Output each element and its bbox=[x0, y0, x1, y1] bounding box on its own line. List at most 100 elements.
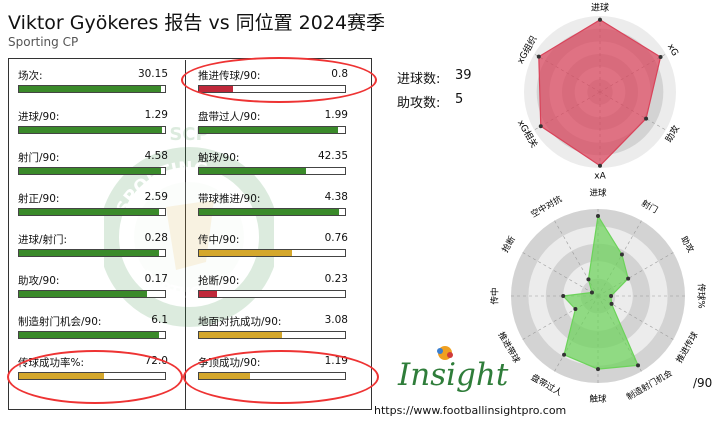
radar-axis-label: 传球% bbox=[696, 283, 707, 308]
radar-axis-label: 射门 bbox=[639, 198, 659, 216]
radar-point bbox=[598, 163, 602, 168]
stat-value: 2.59 bbox=[144, 191, 168, 203]
radar-point bbox=[609, 294, 614, 298]
stat-bar-fill bbox=[199, 209, 340, 215]
stat-row: 射门/90: 4.58 bbox=[18, 150, 170, 180]
stat-bar bbox=[198, 331, 346, 339]
radar-point bbox=[626, 276, 631, 281]
stat-bar-fill bbox=[19, 86, 161, 92]
goals-summary: 进球数: 39 bbox=[397, 68, 472, 87]
stat-label: 盘带过人/90: bbox=[198, 111, 261, 123]
stat-label: 制造射门机会/90: bbox=[18, 316, 102, 328]
radar-axis-label: 空中对抗 bbox=[529, 193, 564, 220]
stat-label: 抢断/90: bbox=[198, 275, 240, 287]
stat-row: 传中/90: 0.76 bbox=[198, 232, 350, 262]
stat-bar bbox=[18, 331, 166, 339]
highlight-ring bbox=[7, 350, 183, 404]
stat-row: 地面对抗成功/90: 3.08 bbox=[198, 314, 350, 344]
radar-point bbox=[589, 290, 594, 295]
stat-bar bbox=[18, 208, 166, 216]
stat-bar-fill bbox=[199, 168, 306, 174]
goals-value: 39 bbox=[455, 68, 472, 83]
website-link[interactable]: https://www.footballinsightpro.com bbox=[374, 404, 567, 417]
stat-label: 射门/90: bbox=[18, 152, 60, 164]
radar-point bbox=[609, 301, 614, 306]
stat-label: 传中/90: bbox=[198, 234, 240, 246]
radar-axis-label: xG bbox=[665, 42, 680, 58]
radar-axis-label: 盘带过人 bbox=[529, 372, 564, 399]
stat-bar-fill bbox=[19, 127, 163, 133]
stat-value: 42.35 bbox=[317, 150, 348, 162]
stat-value: 1.99 bbox=[324, 109, 348, 121]
radar-point bbox=[538, 124, 543, 129]
radar-axis-label: 触球 bbox=[589, 394, 607, 405]
stat-row: 抢断/90: 0.23 bbox=[198, 273, 350, 303]
stat-value: 0.28 bbox=[144, 232, 168, 244]
stat-label: 进球/射门: bbox=[18, 234, 68, 246]
stat-value: 6.1 bbox=[151, 314, 168, 326]
radar-axis-label: 助攻 bbox=[678, 234, 696, 255]
stat-row: 场次: 30.15 bbox=[18, 68, 170, 98]
radar-axis-label: xA bbox=[594, 172, 606, 182]
stat-bar-fill bbox=[199, 291, 217, 297]
radar-point bbox=[619, 252, 624, 257]
radar-point bbox=[573, 307, 578, 312]
radar-point bbox=[596, 213, 600, 218]
radar-point bbox=[636, 363, 641, 368]
stat-value: 30.15 bbox=[137, 68, 168, 80]
panel-divider bbox=[185, 60, 186, 410]
radar-point bbox=[644, 116, 649, 121]
stat-row: 触球/90: 42.35 bbox=[198, 150, 350, 180]
stat-bar bbox=[198, 249, 346, 257]
page-title: Viktor Gyökeres 报告 vs 同位置 2024赛季 bbox=[8, 12, 386, 34]
stat-row: 助攻/90: 0.17 bbox=[18, 273, 170, 303]
stat-bar-fill bbox=[199, 250, 293, 256]
club-crest-watermark: SPORTING PORTUGAL SCP bbox=[104, 124, 274, 327]
radar-spoke bbox=[522, 252, 599, 297]
highlight-ring bbox=[183, 350, 379, 404]
stat-label: 助攻/90: bbox=[18, 275, 60, 287]
stats-panel bbox=[8, 58, 372, 410]
radar-axis-label: 进球 bbox=[591, 2, 609, 14]
assists-label: 助攻数: bbox=[397, 96, 441, 111]
stat-bar-fill bbox=[19, 209, 160, 215]
stat-value: 0.23 bbox=[324, 273, 348, 285]
stat-bar bbox=[18, 290, 166, 298]
stat-row: 进球/90: 1.29 bbox=[18, 109, 170, 139]
stat-bar bbox=[198, 167, 346, 175]
brand-name: Insight bbox=[398, 357, 509, 393]
stat-value: 3.08 bbox=[324, 314, 348, 326]
highlight-ring bbox=[181, 57, 377, 103]
stat-value: 1.29 bbox=[144, 109, 168, 121]
radar-point bbox=[586, 277, 591, 282]
stat-label: 射正/90: bbox=[18, 193, 60, 205]
stat-label: 场次: bbox=[18, 70, 43, 82]
stat-bar-fill bbox=[19, 291, 148, 297]
stat-row: 进球/射门: 0.28 bbox=[18, 232, 170, 262]
insight-logo-icon bbox=[437, 346, 453, 360]
stat-label: 进球/90: bbox=[18, 111, 60, 123]
radar-point bbox=[598, 17, 602, 22]
radar-axis-label: 抢断 bbox=[500, 234, 518, 255]
stat-bar bbox=[198, 290, 346, 298]
stat-bar-fill bbox=[19, 332, 160, 338]
goals-label: 进球数: bbox=[397, 72, 441, 87]
stat-value: 4.58 bbox=[144, 150, 168, 162]
stat-row: 射正/90: 2.59 bbox=[18, 191, 170, 221]
stat-value: 0.17 bbox=[144, 273, 168, 285]
radar-point bbox=[561, 294, 566, 298]
stat-row: 盘带过人/90: 1.99 bbox=[198, 109, 350, 139]
radar-point bbox=[562, 352, 567, 357]
stat-row: 制造射门机会/90: 6.1 bbox=[18, 314, 170, 344]
stat-bar bbox=[18, 167, 166, 175]
stat-label: 地面对抗成功/90: bbox=[198, 316, 282, 328]
stat-label: 带球推进/90: bbox=[198, 193, 261, 205]
stat-bar bbox=[198, 208, 346, 216]
radar-axis-label: 推进传球 bbox=[674, 330, 701, 365]
team-subtitle: Sporting CP bbox=[8, 35, 79, 49]
stat-bar bbox=[18, 249, 166, 257]
radar-point bbox=[658, 55, 663, 60]
assists-value: 5 bbox=[455, 92, 464, 107]
stat-label: 触球/90: bbox=[198, 152, 240, 164]
stat-bar-fill bbox=[199, 127, 338, 133]
